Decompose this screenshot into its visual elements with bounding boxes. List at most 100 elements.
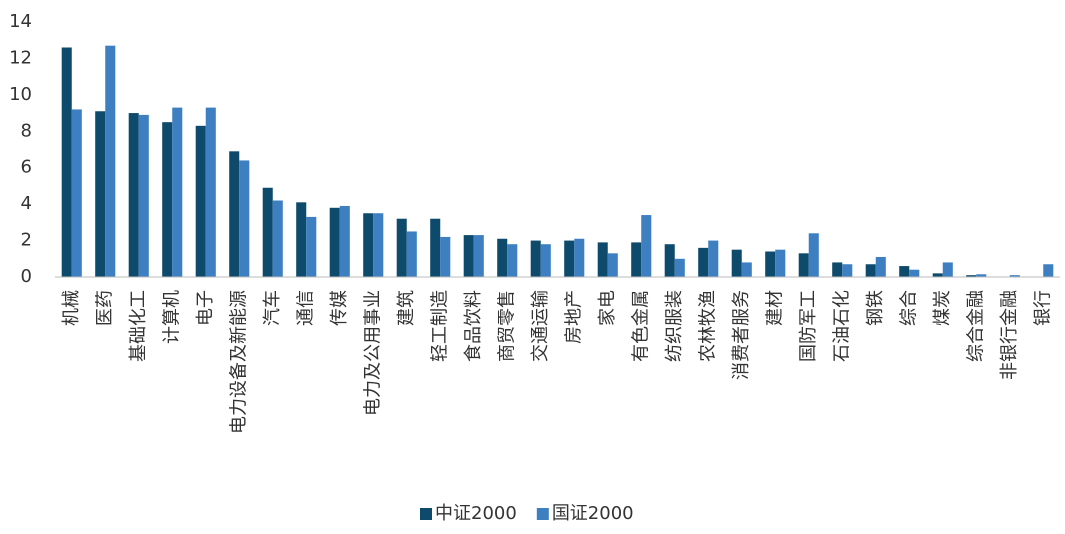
bar — [95, 111, 106, 277]
bar — [272, 200, 283, 277]
y-tick-label: 4 — [21, 193, 32, 214]
x-tick-label: 家电 — [597, 290, 618, 326]
bar — [674, 258, 685, 277]
bar — [540, 244, 551, 277]
x-tick-label: 有色金属 — [630, 290, 651, 362]
y-tick-label: 10 — [9, 84, 32, 105]
x-tick-label: 钢铁 — [865, 290, 886, 326]
bar — [765, 251, 776, 277]
bar — [808, 233, 819, 277]
x-tick-label: 消费者服务 — [731, 290, 752, 380]
x-tick-label: 传媒 — [329, 290, 350, 326]
x-tick-label: 轻工制造 — [429, 290, 450, 362]
x-tick-label: 建材 — [764, 290, 785, 326]
bar — [708, 240, 719, 277]
x-tick-label: 综合 — [898, 290, 919, 326]
x-tick-label: 国防军工 — [798, 290, 819, 362]
bar — [463, 235, 474, 277]
y-tick-label: 6 — [21, 157, 32, 178]
bar — [262, 187, 273, 277]
bar — [942, 262, 953, 277]
bar — [842, 264, 853, 277]
x-tick-label: 煤炭 — [932, 290, 953, 326]
x-tick-label: 汽车 — [262, 290, 283, 326]
bar — [641, 215, 652, 277]
bar — [966, 275, 977, 277]
bar — [597, 242, 608, 277]
bar — [430, 218, 441, 277]
bar — [71, 109, 82, 277]
bar — [631, 242, 642, 277]
bar — [306, 216, 317, 277]
x-tick-label: 医药 — [94, 290, 115, 326]
bar — [564, 240, 575, 277]
x-tick-label: 机械 — [61, 290, 82, 326]
y-tick-label: 8 — [21, 120, 32, 141]
bar — [530, 240, 541, 277]
bar — [775, 249, 786, 277]
y-tick-label: 2 — [21, 230, 32, 251]
x-tick-label: 综合金融 — [965, 290, 986, 362]
bar — [396, 218, 407, 277]
x-tick-label: 纺织服装 — [664, 290, 685, 362]
x-tick-label: 非银行金融 — [999, 290, 1020, 380]
bar — [239, 160, 250, 277]
bar — [899, 266, 910, 277]
x-tick-label: 银行 — [1032, 290, 1053, 326]
bar — [976, 274, 987, 277]
bar — [61, 47, 72, 277]
bar — [1009, 275, 1020, 277]
bar — [440, 236, 451, 277]
bar — [128, 113, 139, 277]
bar — [909, 269, 920, 277]
bar — [339, 205, 350, 277]
bar — [507, 244, 518, 277]
y-tick-label: 14 — [9, 11, 32, 32]
bar — [865, 264, 876, 277]
legend-swatch — [420, 508, 432, 520]
bar — [497, 238, 508, 277]
bar — [607, 253, 618, 277]
legend-label: 国证2000 — [552, 503, 634, 524]
bar — [832, 262, 843, 277]
x-tick-label: 通信 — [295, 290, 316, 326]
x-tick-label: 电力设备及新能源 — [228, 290, 249, 434]
bar — [473, 235, 484, 277]
x-tick-label: 食品饮料 — [463, 290, 484, 362]
x-tick-label: 石油石化 — [831, 290, 852, 362]
legend-label: 中证2000 — [435, 503, 517, 524]
bar — [741, 262, 752, 277]
bar — [229, 151, 240, 277]
x-tick-label: 农林牧渔 — [697, 290, 718, 362]
bar — [1043, 264, 1054, 277]
bar — [875, 256, 886, 277]
y-tick-label: 0 — [21, 266, 32, 287]
bar — [296, 202, 307, 277]
legend-swatch — [536, 508, 549, 520]
bar — [329, 207, 340, 277]
bar — [664, 244, 675, 277]
bar — [363, 213, 374, 277]
x-tick-label: 建筑 — [396, 290, 417, 326]
bar — [798, 253, 809, 277]
y-tick-label: 12 — [9, 47, 32, 68]
bar — [195, 125, 206, 277]
bar — [373, 213, 384, 277]
bar — [932, 273, 943, 277]
bar — [138, 114, 149, 278]
bar — [105, 45, 116, 277]
bar — [698, 247, 709, 277]
x-tick-label: 电力及公用事业 — [362, 290, 383, 416]
x-tick-label: 计算机 — [161, 290, 182, 344]
x-tick-label: 电子 — [195, 290, 216, 326]
bar — [205, 107, 216, 277]
x-tick-label: 房地产 — [563, 290, 584, 344]
bar — [574, 238, 585, 277]
x-tick-label: 交通运输 — [530, 290, 551, 362]
x-tick-label: 基础化工 — [128, 290, 149, 362]
bar — [731, 249, 742, 277]
bar — [162, 122, 173, 277]
bar — [172, 107, 183, 277]
x-tick-label: 商贸零售 — [496, 290, 517, 362]
